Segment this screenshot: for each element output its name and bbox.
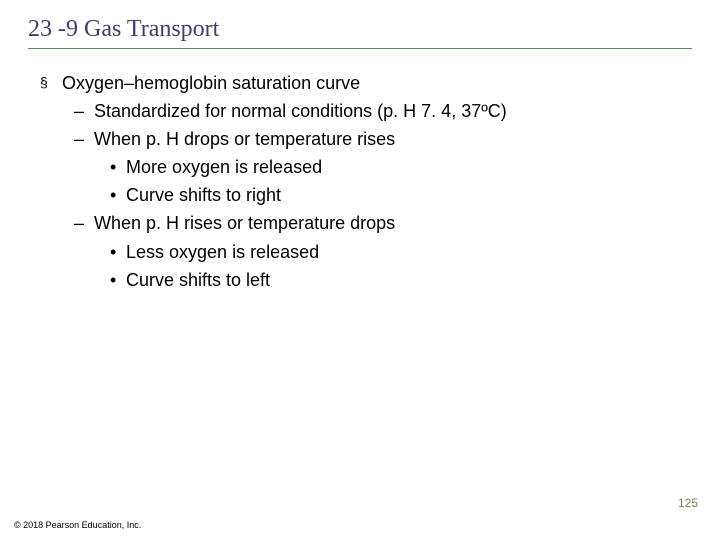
dot-icon: • <box>110 154 116 180</box>
slide-title: 23 -9 Gas Transport <box>28 16 219 43</box>
bullet-sub: – When p. H rises or temperature drops <box>40 210 680 236</box>
bullet-dot: • More oxygen is released <box>40 154 680 180</box>
bullet-main: § Oxygen–hemoglobin saturation curve <box>40 70 680 96</box>
title-underline <box>28 48 692 49</box>
square-bullet-icon: § <box>40 72 48 92</box>
bullet-dot: • Curve shifts to left <box>40 267 680 293</box>
bullet-sub-text: Standardized for normal conditions (p. H… <box>94 101 507 121</box>
bullet-dot: • Less oxygen is released <box>40 239 680 265</box>
bullet-main-text: Oxygen–hemoglobin saturation curve <box>62 73 360 93</box>
slide-content: § Oxygen–hemoglobin saturation curve – S… <box>40 70 680 295</box>
dash-icon: – <box>74 98 84 124</box>
dot-icon: • <box>110 239 116 265</box>
bullet-dot-text: More oxygen is released <box>126 157 322 177</box>
dash-icon: – <box>74 126 84 152</box>
bullet-sub-text: When p. H rises or temperature drops <box>94 213 395 233</box>
bullet-sub: – When p. H drops or temperature rises <box>40 126 680 152</box>
page-number: 125 <box>678 496 698 510</box>
bullet-dot: • Curve shifts to right <box>40 182 680 208</box>
dot-icon: • <box>110 182 116 208</box>
dot-icon: • <box>110 267 116 293</box>
copyright-text: © 2018 Pearson Education, Inc. <box>14 520 141 530</box>
dash-icon: – <box>74 210 84 236</box>
bullet-sub-text: When p. H drops or temperature rises <box>94 129 395 149</box>
bullet-dot-text: Curve shifts to left <box>126 270 270 290</box>
bullet-dot-text: Less oxygen is released <box>126 242 319 262</box>
bullet-dot-text: Curve shifts to right <box>126 185 281 205</box>
bullet-sub: – Standardized for normal conditions (p.… <box>40 98 680 124</box>
